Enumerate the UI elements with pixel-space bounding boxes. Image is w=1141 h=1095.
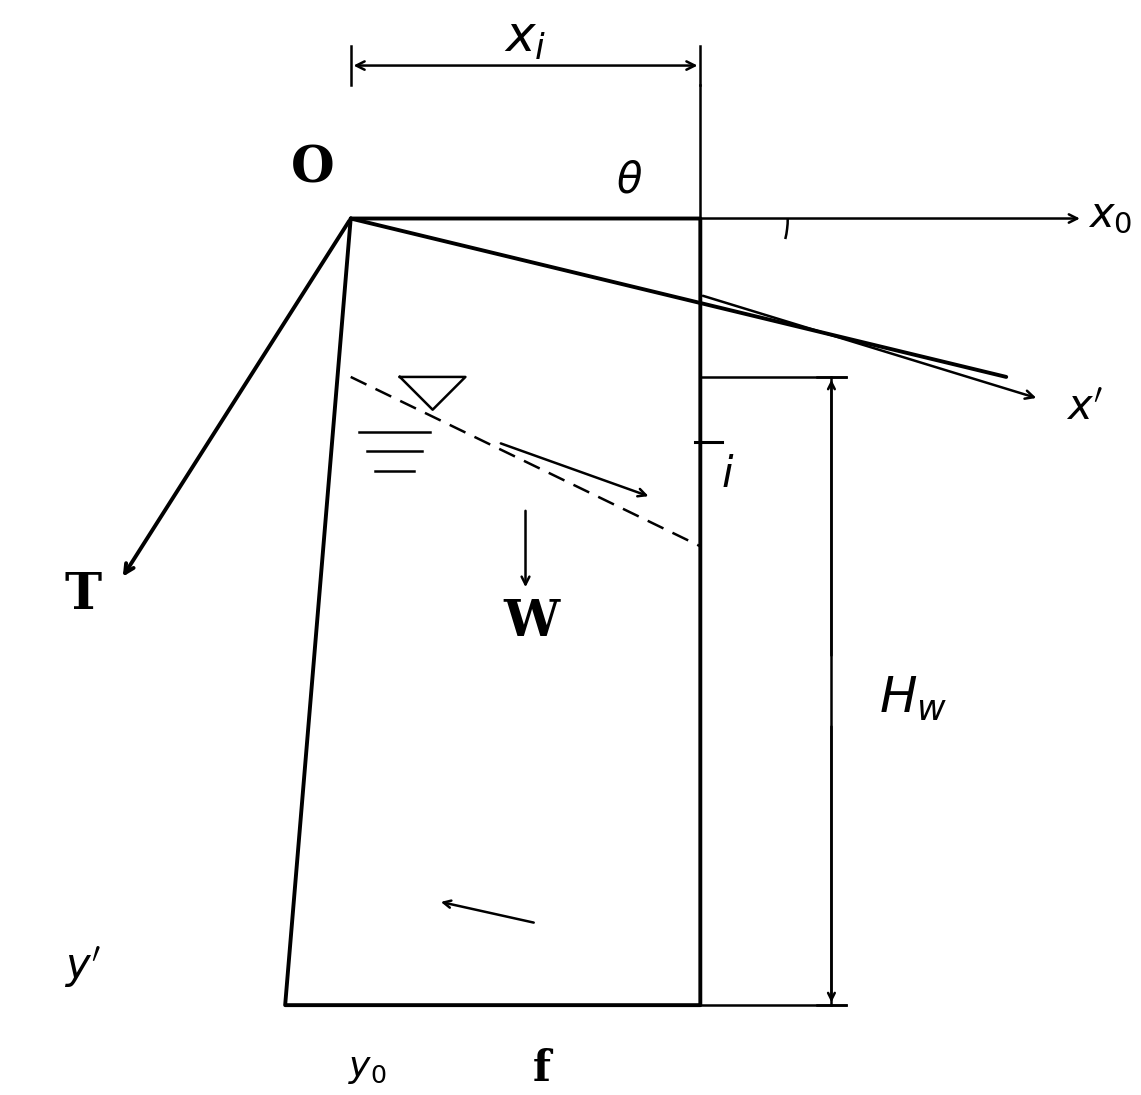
Text: $H_w$: $H_w$ xyxy=(880,675,947,724)
Text: O: O xyxy=(291,145,334,194)
Text: f: f xyxy=(533,1048,551,1090)
Text: T: T xyxy=(65,570,102,620)
Text: $y'$: $y'$ xyxy=(64,944,102,990)
Text: W: W xyxy=(503,598,559,647)
Text: $y_0$: $y_0$ xyxy=(348,1051,387,1085)
Text: $x_0$: $x_0$ xyxy=(1089,194,1132,237)
Text: $i$: $i$ xyxy=(721,454,735,496)
Text: $x'$: $x'$ xyxy=(1067,387,1103,428)
Text: $x_i$: $x_i$ xyxy=(504,14,547,62)
Text: $\theta$: $\theta$ xyxy=(616,159,642,201)
